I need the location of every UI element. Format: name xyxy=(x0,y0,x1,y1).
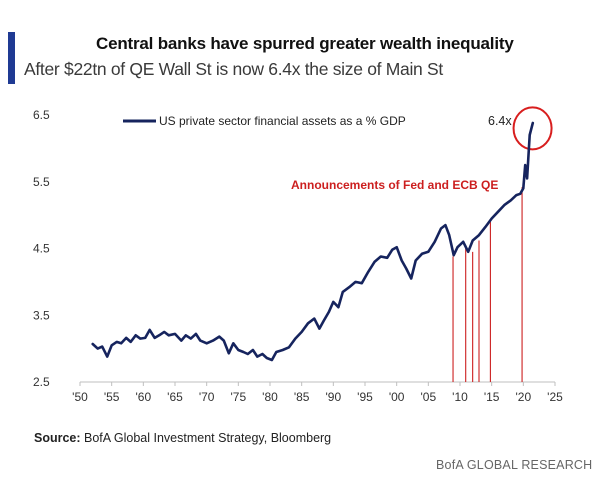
x-tick-label: '10 xyxy=(452,390,468,404)
x-tick-label: '15 xyxy=(484,390,500,404)
x-tick-label: '80 xyxy=(262,390,278,404)
x-tick-label: '50 xyxy=(72,390,88,404)
legend-label: US private sector financial assets as a … xyxy=(159,114,406,128)
chart-title: Central banks have spurred greater wealt… xyxy=(96,34,514,53)
source-text: BofA Global Investment Strategy, Bloombe… xyxy=(80,431,332,445)
x-tick-label: '90 xyxy=(326,390,342,404)
x-tick-label: '25 xyxy=(547,390,563,404)
x-tick-label: '00 xyxy=(389,390,405,404)
y-tick-label: 2.5 xyxy=(33,375,50,389)
x-tick-label: '70 xyxy=(199,390,215,404)
y-tick-label: 6.5 xyxy=(33,108,50,122)
series-line xyxy=(91,121,535,362)
x-tick-label: '65 xyxy=(167,390,183,404)
annotation-layer: Announcements of Fed and ECB QE 6.4x xyxy=(291,106,553,382)
chart-area: '50 '55 '60 '65 '70 '75 '80 '85 '90 '95 '00 '05 '10 '… xyxy=(33,106,563,404)
qe-annotation-label: Announcements of Fed and ECB QE xyxy=(291,178,498,192)
accent-bar xyxy=(8,32,15,84)
x-tick-label: '75 xyxy=(231,390,247,404)
y-tick-label: 4.5 xyxy=(33,242,50,256)
axes-layer: '50 '55 '60 '65 '70 '75 '80 '85 '90 '95 '00 '05 '10 '… xyxy=(33,108,563,404)
highlight-label: 6.4x xyxy=(488,114,512,128)
x-tick-label: '95 xyxy=(357,390,373,404)
x-tick-label: '55 xyxy=(104,390,120,404)
brand-label: BofA GLOBAL RESEARCH xyxy=(436,458,593,472)
x-tick-label: '60 xyxy=(136,390,152,404)
x-tick-label: '20 xyxy=(516,390,532,404)
series-layer xyxy=(91,121,535,362)
y-tick-label: 3.5 xyxy=(33,308,50,322)
legend: US private sector financial assets as a … xyxy=(123,114,406,128)
highlight-circle xyxy=(512,106,553,151)
chart-subtitle: After $22tn of QE Wall St is now 6.4x th… xyxy=(24,59,443,79)
source-note: Source: BofA Global Investment Strategy,… xyxy=(34,431,331,445)
x-tick-label: '05 xyxy=(421,390,437,404)
y-tick-label: 5.5 xyxy=(33,175,50,189)
x-tick-label: '85 xyxy=(294,390,310,404)
source-label: Source: xyxy=(34,431,81,445)
